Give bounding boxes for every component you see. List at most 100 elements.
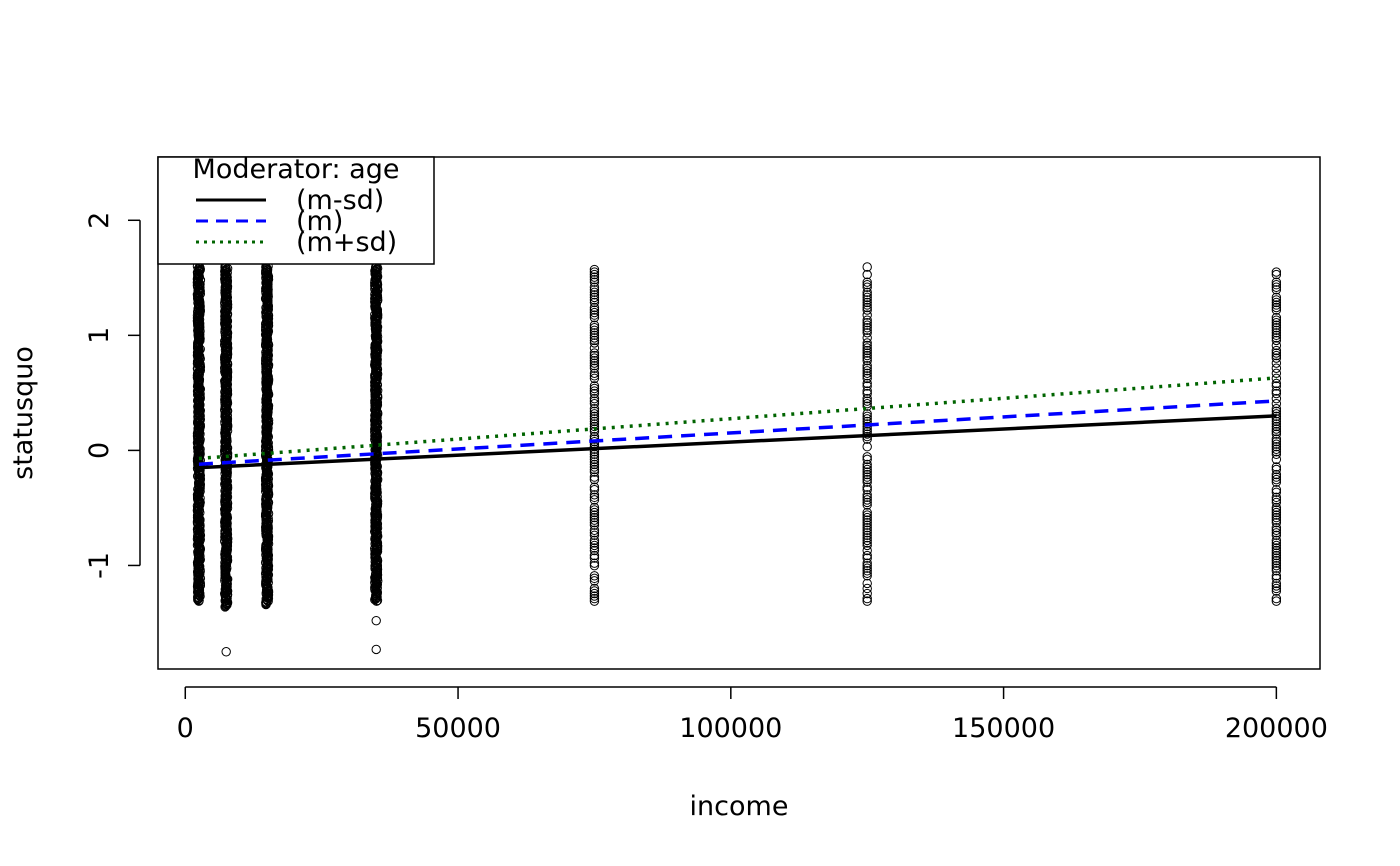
scatter-point <box>862 345 872 356</box>
scatter-point <box>862 452 872 462</box>
scatter-point <box>862 492 872 503</box>
scatter-point <box>589 348 600 358</box>
scatter-point <box>862 525 872 535</box>
scatter-point <box>1271 300 1282 310</box>
scatter-point <box>1271 363 1282 373</box>
y-tick-label: -1 <box>84 552 115 579</box>
scatter-point <box>1271 345 1282 356</box>
lines-layer <box>198 376 1277 470</box>
scatter-point <box>589 414 600 424</box>
y-axis-label: statusquo <box>8 346 39 480</box>
scatter-point <box>862 495 872 505</box>
scatter-point <box>589 285 600 295</box>
scatter-point <box>589 490 600 500</box>
scatter-point <box>862 340 872 351</box>
scatter-point <box>862 287 872 298</box>
scatter-point <box>862 398 872 409</box>
scatter-point <box>862 520 872 530</box>
scatter-point <box>589 482 600 492</box>
scatter-point <box>589 307 600 318</box>
x-tick-label: 100000 <box>679 713 782 744</box>
scatter-point <box>221 647 231 657</box>
scatter-point <box>1271 424 1282 434</box>
y-axis: -1 0 1 2 <box>84 212 141 579</box>
scatter-point <box>862 533 872 543</box>
scatter-point <box>1271 350 1282 361</box>
scatter-point <box>589 363 600 373</box>
scatter-point <box>862 588 872 599</box>
scatter-point <box>1271 269 1282 280</box>
scatter-point <box>589 277 600 287</box>
scatter-point <box>862 295 872 305</box>
scatter-point <box>589 386 600 396</box>
scatter-point <box>589 507 600 518</box>
scatter-point <box>862 442 872 452</box>
scatter-point <box>1271 553 1282 563</box>
scatter-point <box>589 576 600 586</box>
scatter-point <box>862 315 872 325</box>
scatter-point <box>589 274 600 285</box>
scatter-point <box>862 474 872 485</box>
scatter-point <box>1271 560 1282 571</box>
scatter-point <box>1271 462 1282 472</box>
scatter-point <box>862 510 872 520</box>
scatter-point <box>862 566 872 576</box>
scatter-point <box>862 328 872 338</box>
scatter-point <box>589 393 600 404</box>
scatter-point <box>862 500 872 510</box>
plot-frame <box>157 156 1321 670</box>
series-line-0 <box>198 414 1277 470</box>
scatter-point <box>589 411 600 422</box>
scatter-point <box>862 490 872 500</box>
scatter-point <box>1271 386 1282 396</box>
scatter-point <box>1271 404 1282 414</box>
scatter-point <box>589 593 600 604</box>
scatter-point <box>589 472 600 482</box>
scatter-point <box>589 485 600 495</box>
scatter-point <box>589 269 600 280</box>
scatter-point <box>862 348 872 358</box>
scatter-point <box>1271 540 1282 551</box>
scatter-point <box>1271 566 1282 576</box>
scatter-point <box>589 560 600 571</box>
scatter-point <box>862 368 872 379</box>
scatter-point <box>862 320 872 330</box>
scatter-point <box>862 535 872 546</box>
scatter-point <box>589 505 600 515</box>
scatter-point <box>1271 439 1282 449</box>
scatter-point <box>589 330 600 341</box>
scatter-point <box>862 325 872 335</box>
scatter-point <box>1271 393 1282 404</box>
scatter-point <box>1271 535 1282 546</box>
scatter-point <box>589 591 600 601</box>
scatter-point <box>589 459 600 470</box>
scatter-point <box>862 262 872 272</box>
scatter-point <box>862 386 872 396</box>
scatter-point <box>1271 280 1282 290</box>
scatter-point <box>1271 464 1282 475</box>
scatter-point <box>862 292 872 303</box>
scatter-point <box>862 512 872 523</box>
scatter-point <box>862 373 872 384</box>
scatter-point <box>862 454 872 465</box>
scatter-point <box>862 560 872 571</box>
scatter-point <box>1271 571 1282 581</box>
x-axis-label: income <box>690 791 789 822</box>
scatter-point <box>1271 348 1282 358</box>
scatter-point <box>1271 507 1282 518</box>
legend-label-m-sd: (m-sd) <box>296 185 384 216</box>
y-tick-label: 1 <box>84 327 115 344</box>
scatter-point <box>589 492 600 503</box>
legend-title: Moderator: age <box>193 154 400 185</box>
scatter-point <box>589 368 600 379</box>
scatter-point <box>589 525 600 535</box>
scatter-point <box>1271 555 1282 566</box>
scatter-point <box>589 421 600 432</box>
scatter-point <box>862 401 872 411</box>
scatter-point <box>1271 333 1282 343</box>
scatter-point <box>589 272 600 282</box>
scatter-point <box>1271 429 1282 439</box>
scatter-point <box>1271 596 1282 606</box>
scatter-point <box>1271 335 1282 346</box>
scatter-point <box>862 323 872 333</box>
